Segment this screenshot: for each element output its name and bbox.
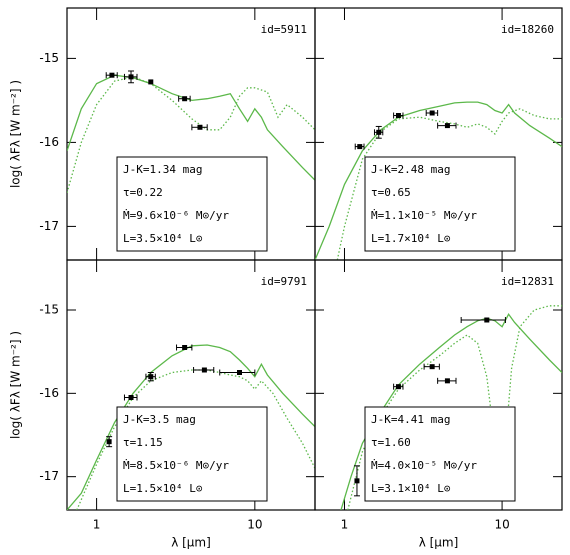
- data-point: [148, 79, 154, 85]
- data-point: [106, 439, 112, 445]
- data-point: [395, 113, 401, 119]
- panel-id: id=9791: [261, 275, 307, 288]
- annotation: τ=0.22: [123, 186, 163, 199]
- annotation: J-K=3.5 mag: [123, 413, 196, 426]
- y-tick-label: -15: [39, 51, 59, 65]
- data-point: [197, 124, 203, 130]
- panel-id: id=12831: [501, 275, 554, 288]
- y-tick-label: -15: [39, 303, 59, 317]
- x-axis-label: λ [μm]: [419, 536, 459, 550]
- data-point: [429, 110, 435, 116]
- data-point: [429, 364, 435, 370]
- data-point: [182, 96, 188, 102]
- annotation: L=1.7×10⁴ L⊙: [371, 232, 450, 245]
- annotation: L=3.5×10⁴ L⊙: [123, 232, 202, 245]
- x-tick-label: 1: [341, 518, 349, 532]
- data-point: [201, 367, 207, 373]
- y-tick-label: -17: [39, 469, 59, 483]
- model-curve: [67, 76, 315, 193]
- annotation: Ṁ=4.0×10⁻⁵ M⊙/yr: [371, 459, 477, 472]
- y-tick-label: -16: [39, 386, 59, 400]
- data-point: [484, 317, 490, 323]
- data-point: [128, 395, 134, 400]
- annotation: J-K=2.48 mag: [371, 163, 450, 176]
- data-point: [444, 123, 450, 129]
- data-point: [395, 384, 401, 390]
- annotation-box: [116, 156, 268, 252]
- model-curve: [67, 344, 315, 510]
- annotation: Ṁ=8.5×10⁻⁶ M⊙/yr: [123, 459, 229, 472]
- x-axis-label: λ [μm]: [171, 536, 211, 550]
- annotation: τ=1.15: [123, 436, 163, 449]
- y-axis-label: log( λFλ [W m⁻²] ): [9, 80, 23, 188]
- data-point: [376, 129, 382, 135]
- annotation-box: [364, 156, 516, 252]
- annotation: J-K=4.41 mag: [371, 413, 450, 426]
- annotation: L=1.5×10⁴ L⊙: [123, 482, 202, 495]
- data-point: [444, 378, 450, 384]
- data-point: [237, 370, 243, 375]
- annotation: J-K=1.34 mag: [123, 163, 202, 176]
- model-curve: [336, 108, 562, 260]
- data-point: [148, 374, 154, 380]
- annotation: Ṁ=1.1×10⁻⁵ M⊙/yr: [371, 209, 477, 222]
- annotation-box: [116, 406, 268, 502]
- panel: -17 -16 -15 id=5911 J-K=1.34 mag τ=0.22 Ṁ=9.6×…: [9, 7, 316, 261]
- frame: [314, 259, 563, 511]
- x-tick-label: 10: [247, 518, 262, 532]
- data-point: [182, 345, 188, 350]
- data-point: [109, 72, 115, 78]
- x-tick-label: 10: [494, 518, 509, 532]
- data-point: [357, 144, 363, 150]
- data-point: [128, 74, 134, 80]
- annotation: τ=0.65: [371, 186, 411, 199]
- y-tick-label: -17: [39, 219, 59, 233]
- model-curve: [76, 369, 315, 510]
- annotation-box: [364, 406, 516, 502]
- annotation: τ=1.60: [371, 436, 411, 449]
- annotation: L=3.1×10⁴ L⊙: [371, 482, 450, 495]
- y-axis-label: log( λFλ [W m⁻²] ): [9, 331, 23, 439]
- panel: id=18260 J-K=2.48 mag τ=0.65 Ṁ=1.1×10⁻⁵ M⊙/…: [314, 7, 563, 261]
- model-curve: [315, 101, 562, 260]
- panel-id: id=5911: [261, 23, 307, 36]
- panel: 1 10 id=12831 J-K=4.41 mag τ=1.60 Ṁ=4.0×10⁻⁵ …: [314, 259, 563, 550]
- annotation: Ṁ=9.6×10⁻⁶ M⊙/yr: [123, 209, 229, 222]
- y-tick-label: -16: [39, 135, 59, 149]
- panel-id: id=18260: [501, 23, 554, 36]
- x-tick-label: 1: [93, 518, 101, 532]
- panel: -17 -16 -15 1 10 id=9791 J-K=3.5 mag τ=1.15 Ṁ=8.…: [9, 259, 316, 550]
- data-point: [354, 478, 360, 484]
